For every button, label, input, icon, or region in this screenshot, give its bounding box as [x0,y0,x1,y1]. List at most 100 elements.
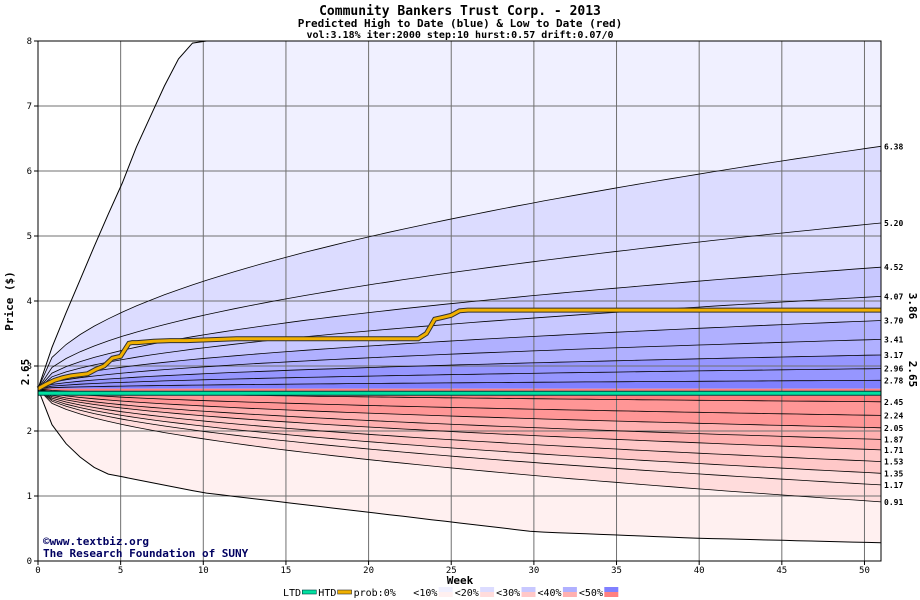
legend-swatch-3-blue [521,587,536,592]
band-high-6 [38,339,881,389]
x-tick-label: 50 [859,566,870,576]
quantile-end-label: 1.87 [884,435,903,444]
x-tick-label: 20 [363,566,374,576]
x-tick-label: 35 [611,566,622,576]
legend-swatch-2-red [480,592,495,597]
legend-swatch-2-blue [480,587,495,592]
end-low-label: 2.65 [906,361,919,388]
x-tick-label: 15 [281,566,292,576]
quantile-end-labels: 6.38 5.20 4.52 4.07 3.70 3.41 3.17 2.96 2.78 2.45… [884,142,903,507]
quantile-end-label: 3.41 [884,335,903,344]
credit-org: The Research Foundation of SUNY [43,547,249,560]
band-high-7 [38,355,881,389]
legend-bucket-label: <40% [538,588,562,599]
legend-ltd-label: LTD [283,588,301,599]
chart-subtitle: Predicted High to Date (blue) & Low to D… [298,17,623,30]
high-quantile-line [37,354,882,390]
y-tick-label: 2 [27,427,32,437]
chart-title: Community Bankers Trust Corp. - 2013 [319,4,601,19]
y-tick-label: 3 [27,362,32,372]
quantile-end-label: 2.45 [884,398,903,407]
quantile-end-label: 6.38 [884,142,903,151]
x-tick-label: 5 [118,566,123,576]
x-tick-label: 30 [528,566,539,576]
legend-swatch-0-red [397,592,412,597]
high-quantile-line [37,296,882,390]
quantile-end-label: 1.71 [884,446,903,455]
band-high-2 [38,223,881,389]
quantile-end-label: 5.20 [884,219,903,228]
legend-bucket-label: <50% [579,588,603,599]
legend-swatch-4-blue [562,587,577,592]
legend-htd-swatch [337,589,352,595]
low-quantile-line [37,388,882,440]
legend-ltd-swatch [301,589,317,595]
low-quantile-line [37,388,882,462]
legend-swatch-5-red [604,592,619,597]
y-tick-label: 7 [27,102,32,112]
x-axis-label: Week [447,574,474,587]
low-quantile-line [37,388,882,503]
quantile-end-label: 2.96 [884,365,903,374]
high-quantile-line [37,222,882,390]
band-high-4 [38,296,881,389]
legend-swatch-0-blue [397,587,412,592]
legend: LTD HTD prob:0% <10% <20% <30% <40% <50% [283,587,619,599]
low-quantile-line [37,388,882,451]
band-low-outer [38,388,881,543]
series-lines [36,307,881,396]
legend-bucket-label: <20% [455,588,479,599]
y-tick-label: 4 [27,297,32,307]
legend-htd-label: HTD [318,588,336,599]
x-tick-label: 10 [198,566,209,576]
high-quantile-line [37,320,882,390]
quantile-end-label: 1.35 [884,469,903,478]
quantile-end-label: 2.24 [884,411,903,420]
band-low-2 [38,388,881,428]
x-tick-label: 25 [446,566,457,576]
y-axis-ticks: 0 1 2 3 4 5 6 7 8 [27,37,38,567]
legend-swatch-4-red [562,592,577,597]
legend-swatch-1-blue [438,587,453,592]
high-quantile-line [37,368,882,390]
x-tick-label: 0 [35,566,40,576]
y-tick-label: 1 [27,492,32,502]
band-high-outer [38,41,881,389]
y-tick-label: 8 [27,37,32,47]
x-tick-label: 40 [694,566,705,576]
quantile-end-label: 0.91 [884,498,903,507]
band-high-1 [38,146,881,389]
y-tick-label: 0 [27,557,32,567]
legend-bucket-label: <30% [496,588,520,599]
start-price-label: 2.65 [19,359,32,386]
y-axis-label: Price ($) [3,271,16,331]
legend-swatch-5-blue [604,587,619,592]
legend-swatch-3-red [521,592,536,597]
legend-bucket-label: <10% [413,588,437,599]
credit-site: ©www.textbiz.org [43,535,149,548]
band-high-8 [38,368,881,389]
quantile-end-label: 1.17 [884,481,903,490]
high-quantile-line [37,339,882,390]
y-tick-label: 5 [27,232,32,242]
min-bound-line [37,388,882,544]
band-low-7 [38,388,881,485]
quantile-end-label: 4.07 [884,292,903,301]
quantile-end-label: 3.70 [884,317,903,326]
quantile-end-label: 3.17 [884,351,903,360]
band-low-3 [38,388,881,440]
band-high-core [38,380,881,389]
low-quantile-line [37,388,882,429]
legend-prob-label: prob:0% [354,588,396,599]
y-tick-label: 6 [27,167,32,177]
quantile-end-label: 4.52 [884,263,903,272]
quantile-end-label: 2.78 [884,376,903,385]
band-low-5 [38,388,881,462]
low-quantile-line [37,388,882,416]
high-quantile-line [37,379,882,390]
low-quantile-line [37,388,882,474]
htd-line [37,308,881,391]
band-low-4 [38,388,881,450]
probability-bands [38,41,881,543]
